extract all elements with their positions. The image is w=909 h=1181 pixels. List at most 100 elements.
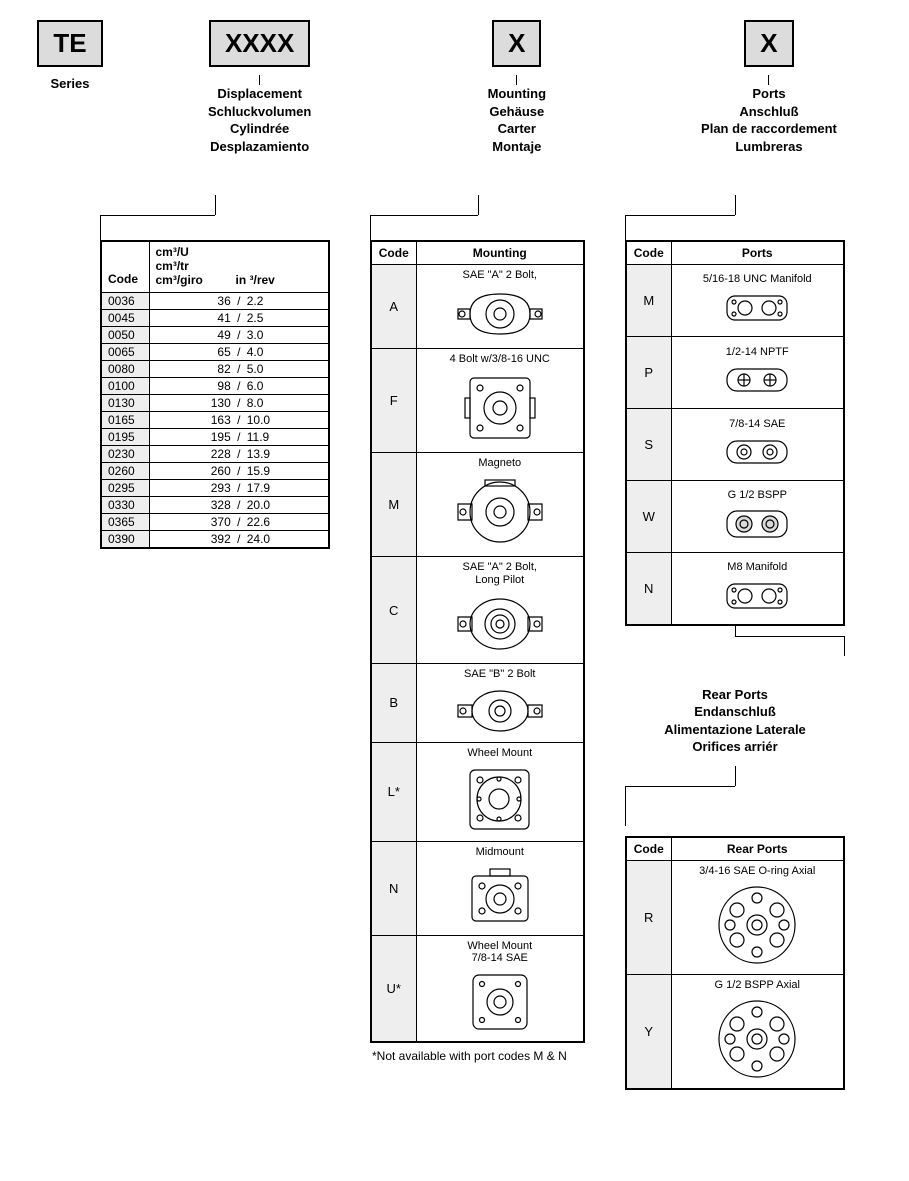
port-caption: 1/2-14 NPTF (676, 346, 840, 358)
mount-head-code: Code (371, 241, 416, 265)
displacement-row: 010098/6.0 (101, 377, 329, 394)
disp-values: 82/5.0 (149, 360, 329, 377)
ports-column: Code Ports M5/16-18 UNC Manifold P 1/2-14… (625, 195, 845, 1090)
disp-code: 0080 (101, 360, 149, 377)
disp-values: 328/20.0 (149, 496, 329, 513)
disp-head-code: Code (101, 241, 149, 292)
rear-ports-row: YG 1/2 BSPP Axial (626, 974, 844, 1089)
disp-code: 0330 (101, 496, 149, 513)
flange2bolt_l-icon (421, 589, 580, 659)
disp-values: 41/2.5 (149, 309, 329, 326)
rear-port-code: R (626, 860, 671, 974)
mount-code: C (371, 557, 416, 663)
mounting-row: CSAE "A" 2 Bolt,Long Pilot (371, 557, 584, 663)
mount-caption: 4 Bolt w/3/8-16 UNC (421, 353, 580, 365)
square4bolt-icon (421, 368, 580, 448)
header-ports: X Ports Anschluß Plan de raccordement Lu… (659, 20, 879, 155)
disp-values: 130/8.0 (149, 394, 329, 411)
disp-code: 0260 (101, 462, 149, 479)
disp-code: 0065 (101, 343, 149, 360)
mount-code: U* (371, 935, 416, 1042)
disp-code: 0230 (101, 445, 149, 462)
disp-code: 0050 (101, 326, 149, 343)
port-img: M8 Manifold (671, 553, 844, 625)
port-img: 5/16-18 UNC Manifold (671, 265, 844, 337)
ports-head-label: Ports (671, 241, 844, 265)
displacement-row: 003636/2.2 (101, 292, 329, 309)
mount-code: M (371, 453, 416, 557)
mount-img: 4 Bolt w/3/8-16 UNC (416, 349, 584, 453)
port-code: S (626, 409, 671, 481)
mount-caption: SAE "B" 2 Bolt (421, 668, 580, 680)
ports-code-box: X (744, 20, 793, 67)
rear-port-caption: 3/4-16 SAE O-ring Axial (676, 865, 840, 877)
port_nptf-icon (676, 361, 840, 399)
rear-port-caption: G 1/2 BSPP Axial (676, 979, 840, 991)
disp-code: 0036 (101, 292, 149, 309)
mounting-row: BSAE "B" 2 Bolt (371, 663, 584, 742)
mount-img: Wheel Mount7/8-14 SAE (416, 935, 584, 1042)
flange2bolt_b-icon (421, 683, 580, 738)
displacement-row: 0130130/8.0 (101, 394, 329, 411)
rear-ports-table: Code Rear Ports R3/4-16 SAE O-ring Axial… (625, 836, 845, 1090)
disp-code: 0130 (101, 394, 149, 411)
displacement-column: Code cm³/U cm³/tr cm³/giro in ³/rev 0036… (100, 195, 330, 548)
rear_axial-icon (676, 880, 840, 970)
port_bspp-icon (676, 504, 840, 544)
mount-code: N (371, 841, 416, 935)
disp-values: 260/15.9 (149, 462, 329, 479)
displacement-table: Code cm³/U cm³/tr cm³/giro in ³/rev 0036… (100, 240, 330, 548)
mount-img: SAE "B" 2 Bolt (416, 663, 584, 742)
series-code-box: TE (37, 20, 102, 67)
port-code: N (626, 553, 671, 625)
header-mounting: X Mounting Gehäuse Carter Montaje (409, 20, 624, 155)
displacement-row: 0195195/11.9 (101, 428, 329, 445)
rear-port-img: G 1/2 BSPP Axial (671, 974, 844, 1089)
disp-values: 65/4.0 (149, 343, 329, 360)
ports-table: Code Ports M5/16-18 UNC Manifold P 1/2-14… (625, 240, 845, 626)
mount-head-label: Mounting (416, 241, 584, 265)
ports-row: NM8 Manifold (626, 553, 844, 625)
disp-code: 0195 (101, 428, 149, 445)
mounting-table: Code Mounting ASAE "A" 2 Bolt, F4 Bolt w… (370, 240, 585, 1043)
disp-values: 370/22.6 (149, 513, 329, 530)
ports-row: M5/16-18 UNC Manifold (626, 265, 844, 337)
displacement-row: 0165163/10.0 (101, 411, 329, 428)
mount-img: Magneto (416, 453, 584, 557)
disp-code: 0390 (101, 530, 149, 548)
disp-values: 98/6.0 (149, 377, 329, 394)
rear-ports-header: Rear Ports Endanschluß Alimentazione Lat… (625, 686, 845, 756)
displacement-code-box: XXXX (209, 20, 310, 67)
disp-code: 0165 (101, 411, 149, 428)
port-caption: 7/8-14 SAE (676, 418, 840, 430)
ports-head-code: Code (626, 241, 671, 265)
port-caption: 5/16-18 UNC Manifold (676, 273, 840, 285)
mounting-row: NMidmount (371, 841, 584, 935)
mounting-footnote: *Not available with port codes M & N (372, 1049, 585, 1063)
ports-row: WG 1/2 BSPP (626, 481, 844, 553)
wheelmount-icon (421, 762, 580, 837)
port-code: W (626, 481, 671, 553)
port-img: G 1/2 BSPP (671, 481, 844, 553)
mounting-row: MMagneto (371, 453, 584, 557)
displacement-row: 005049/3.0 (101, 326, 329, 343)
connector (625, 195, 845, 240)
disp-values: 49/3.0 (149, 326, 329, 343)
connector (625, 626, 845, 656)
port-code: P (626, 337, 671, 409)
ports-row: P 1/2-14 NPTF (626, 337, 844, 409)
rear-ports-row: R 3/4-16 SAE O-ring Axial (626, 860, 844, 974)
displacement-labels: Displacement Schluckvolumen Cylindrée De… (208, 85, 311, 155)
header-series: TE Series (30, 20, 110, 155)
mounting-row: F4 Bolt w/3/8-16 UNC (371, 349, 584, 453)
port_sae-icon (676, 433, 840, 471)
port_m8-icon (676, 576, 840, 616)
port-img: 7/8-14 SAE (671, 409, 844, 481)
magneto-icon (421, 472, 580, 552)
rear-port-img: 3/4-16 SAE O-ring Axial (671, 860, 844, 974)
disp-values: 293/17.9 (149, 479, 329, 496)
rear_axial-icon (676, 994, 840, 1084)
rear-head-label: Rear Ports (671, 837, 844, 861)
displacement-row: 0230228/13.9 (101, 445, 329, 462)
connector (100, 195, 330, 240)
